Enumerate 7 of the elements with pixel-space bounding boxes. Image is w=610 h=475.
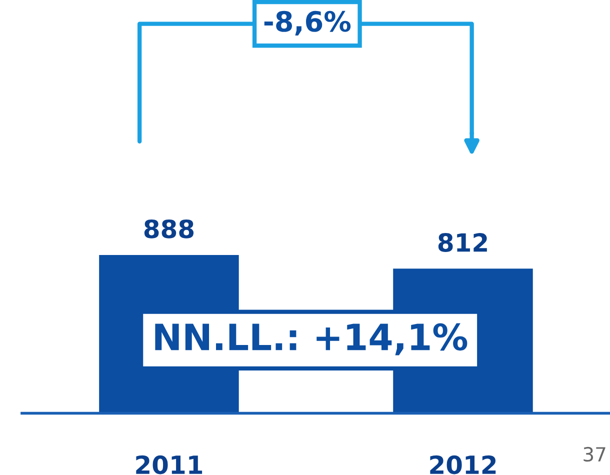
text: -8,6% bbox=[264, 10, 351, 36]
data-label: 812 bbox=[438, 233, 487, 252]
x-tick-label: 2012 bbox=[430, 455, 496, 474]
data-label: 888 bbox=[144, 219, 194, 238]
x-tick-label: 2011 bbox=[136, 455, 202, 474]
text: 37 bbox=[584, 446, 606, 462]
annotation: NN.LL.: +14,1% bbox=[155, 323, 468, 356]
